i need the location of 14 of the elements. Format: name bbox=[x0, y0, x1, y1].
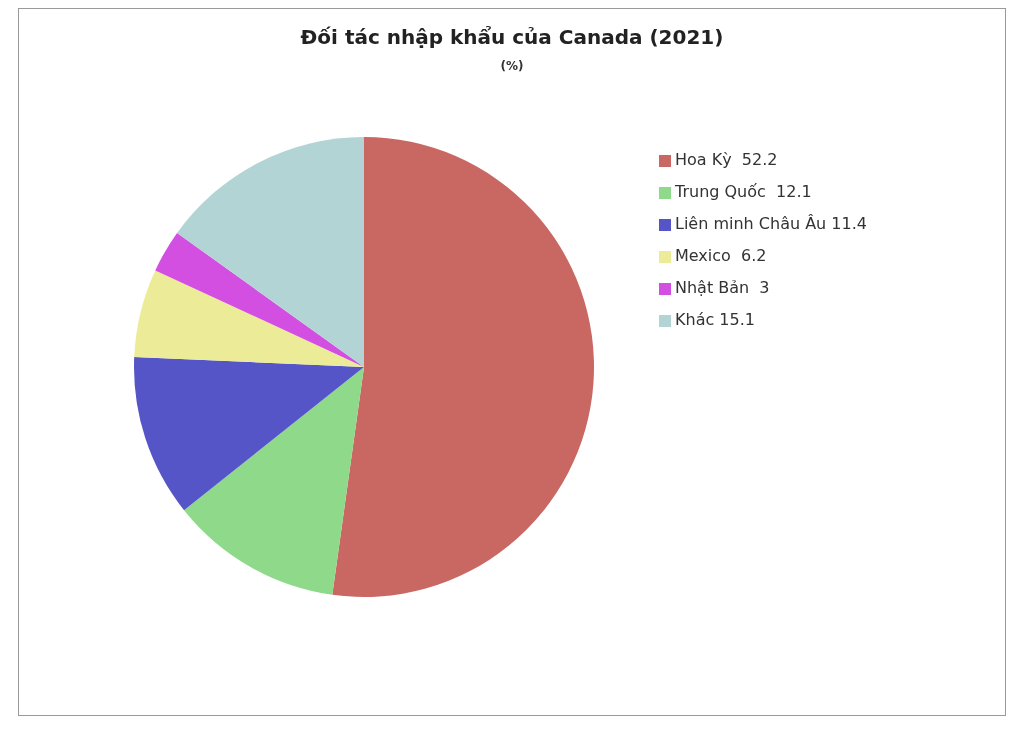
pie-slice bbox=[184, 367, 364, 595]
legend-label: Mexico 6.2 bbox=[675, 246, 767, 265]
pie-slice bbox=[134, 270, 364, 367]
chart-subtitle: (%) bbox=[499, 59, 525, 73]
pie-slice bbox=[134, 356, 364, 511]
legend-label: Khác 15.1 bbox=[675, 310, 755, 329]
pie-slice bbox=[177, 137, 364, 367]
chart-title: Đối tác nhập khẩu của Canada (2021) bbox=[299, 25, 725, 49]
legend-label: Liên minh Châu Âu 11.4 bbox=[675, 214, 867, 233]
pie-slice bbox=[155, 232, 364, 367]
legend-label: Nhật Bản 3 bbox=[675, 278, 770, 297]
legend-label: Trung Quốc 12.1 bbox=[675, 182, 812, 201]
legend-label: Hoa Kỳ 52.2 bbox=[675, 150, 778, 169]
pie-slice bbox=[332, 137, 594, 597]
